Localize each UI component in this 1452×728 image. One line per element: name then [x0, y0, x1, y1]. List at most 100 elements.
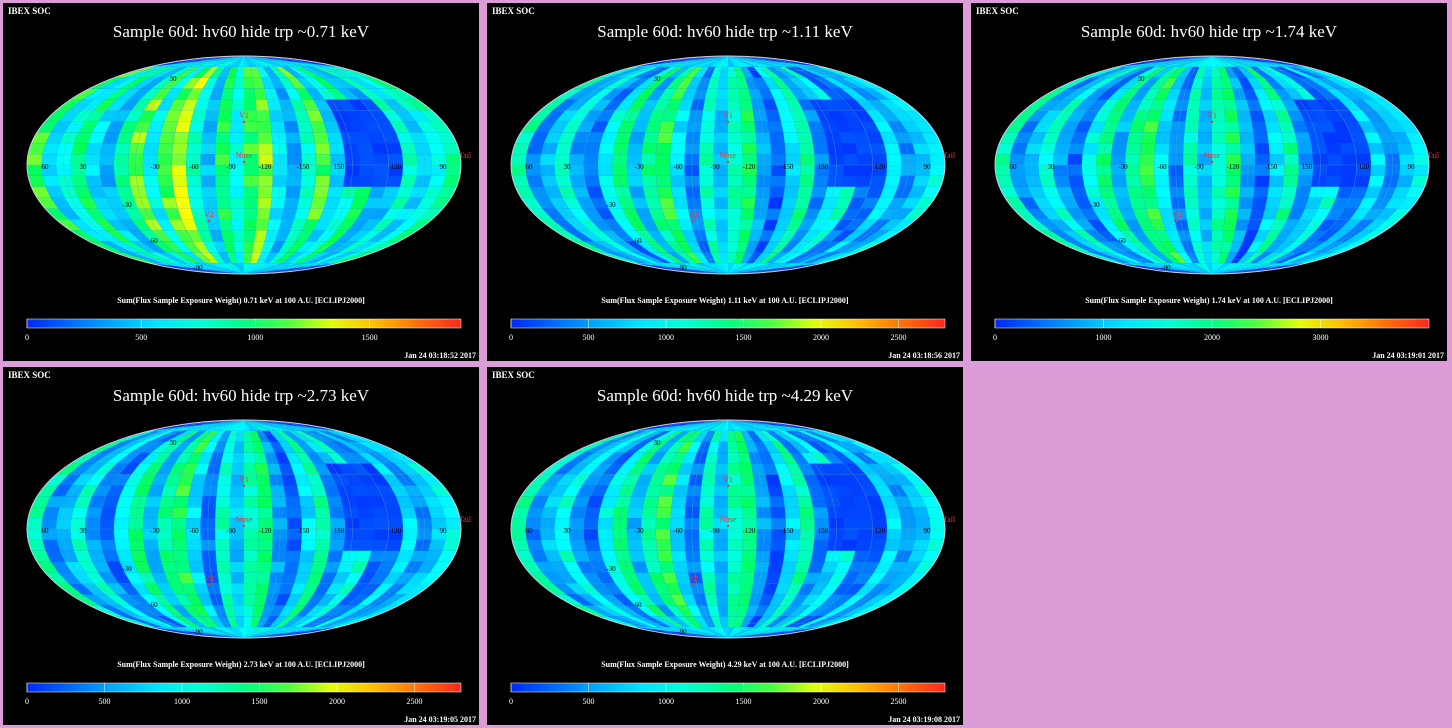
- colorbar-tick-label: 2000: [813, 333, 829, 342]
- longitude-label: 90: [1408, 163, 1416, 171]
- longitude-label: -60: [673, 163, 683, 171]
- longitude-label: -120: [743, 527, 756, 535]
- latitude-label: -60: [632, 601, 642, 609]
- longitude-label: 120: [875, 527, 886, 535]
- sky-map-svg: IBEX SOC Sample 60d: hv60 hide trp ~0.71 …: [8, 6, 476, 360]
- map-outline: [26, 55, 462, 275]
- longitude-label: 90: [924, 163, 932, 171]
- timestamp: Jan 24 03:18:52 2017: [404, 351, 476, 360]
- colorbar-tick-label: 1500: [736, 333, 752, 342]
- marker-dot: [207, 219, 211, 223]
- longitude-label: 150: [818, 163, 829, 171]
- timestamp: Jan 24 03:19:08 2017: [888, 715, 960, 724]
- timestamp: Jan 24 03:19:01 2017: [1372, 351, 1444, 360]
- longitude-label: -150: [781, 163, 794, 171]
- latitude-label: 30: [654, 75, 662, 83]
- marker-dot: [1210, 160, 1214, 164]
- longitude-label: -90: [710, 527, 720, 535]
- longitude-label: 150: [818, 527, 829, 535]
- latitude-label: -90: [1161, 264, 1171, 272]
- timestamp: Jan 24 03:18:56 2017: [888, 351, 960, 360]
- latitude-label: -60: [632, 237, 642, 245]
- latitude-label: -90: [193, 264, 203, 272]
- colorbar-tick-label: 0: [509, 697, 513, 706]
- marker-dot: [726, 120, 730, 124]
- marker-dot: [726, 484, 730, 488]
- sky-map-panel: IBEX SOC Sample 60d: hv60 hide trp ~1.74 …: [971, 3, 1447, 361]
- longitude-label: -120: [743, 163, 756, 171]
- longitude-label: 30: [80, 163, 88, 171]
- marker-nose: Nose: [236, 515, 253, 524]
- sky-map-svg: IBEX SOC Sample 60d: hv60 hide trp ~4.29 …: [492, 370, 960, 724]
- longitude-label: 90: [440, 163, 448, 171]
- colorbar-tick-label: 2000: [329, 697, 345, 706]
- marker-dot: [242, 120, 246, 124]
- longitude-label: -150: [1265, 163, 1278, 171]
- colorbar-tick-label: 0: [25, 333, 29, 342]
- colorbar-label: Sum(Flux Sample Exposure Weight) 1.74 ke…: [1085, 296, 1333, 305]
- marker-v2: V2: [688, 210, 698, 219]
- longitude-label: -30: [150, 527, 160, 535]
- longitude-label: 30: [564, 527, 572, 535]
- colorbar-tick-label: 1000: [1096, 333, 1112, 342]
- soc-header: IBEX SOC: [492, 370, 535, 380]
- map-outline: [510, 419, 946, 639]
- longitude-label: -60: [1157, 163, 1167, 171]
- colorbar-label: Sum(Flux Sample Exposure Weight) 2.73 ke…: [117, 660, 365, 669]
- longitude-label: -150: [297, 163, 310, 171]
- marker-tail: Tail: [943, 515, 956, 524]
- soc-header: IBEX SOC: [976, 6, 1019, 16]
- longitude-label: 90: [924, 527, 932, 535]
- longitude-label: 60: [42, 163, 50, 171]
- marker-v1: V1: [723, 475, 733, 484]
- longitude-label: 60: [42, 527, 50, 535]
- map-title: Sample 60d: hv60 hide trp ~4.29 keV: [597, 386, 854, 405]
- longitude-label: 150: [1302, 163, 1313, 171]
- latitude-label: -60: [148, 601, 158, 609]
- marker-dot: [242, 524, 246, 528]
- colorbar-tick-label: 500: [135, 333, 147, 342]
- marker-dot: [242, 484, 246, 488]
- map-title: Sample 60d: hv60 hide trp ~2.73 keV: [113, 386, 370, 405]
- colorbar-tick-label: 1000: [174, 697, 190, 706]
- colorbar-tick-label: 0: [509, 333, 513, 342]
- longitude-label: -120: [1227, 163, 1240, 171]
- colorbar-tick-label: 0: [25, 697, 29, 706]
- colorbar-tick-label: 2500: [891, 697, 907, 706]
- longitude-label: 90: [440, 527, 448, 535]
- latitude-label: -90: [193, 628, 203, 636]
- marker-tail: Tail: [459, 151, 472, 160]
- longitude-label: 60: [526, 163, 534, 171]
- map-outline: [26, 419, 462, 639]
- marker-dot: [207, 583, 211, 587]
- latitude-label: 30: [654, 439, 662, 447]
- longitude-label: -150: [781, 527, 794, 535]
- colorbar-tick-label: 2000: [813, 697, 829, 706]
- colorbar-tick-label: 500: [583, 333, 595, 342]
- sky-map-panel: IBEX SOC Sample 60d: hv60 hide trp ~4.29 …: [487, 367, 963, 725]
- sky-map-svg: IBEX SOC Sample 60d: hv60 hide trp ~1.11 …: [492, 6, 960, 360]
- longitude-label: -90: [1194, 163, 1204, 171]
- longitude-label: -30: [150, 163, 160, 171]
- marker-nose: Nose: [720, 151, 737, 160]
- latitude-label: -90: [677, 264, 687, 272]
- longitude-label: -60: [673, 527, 683, 535]
- latitude-label: -60: [1116, 237, 1126, 245]
- marker-v2: V2: [204, 574, 214, 583]
- marker-v1: V1: [1207, 111, 1217, 120]
- map-outline: [510, 55, 946, 275]
- map-title: Sample 60d: hv60 hide trp ~0.71 keV: [113, 22, 370, 41]
- colorbar-tick-label: 0: [993, 333, 997, 342]
- colorbar-label: Sum(Flux Sample Exposure Weight) 0.71 ke…: [117, 296, 365, 305]
- marker-nose: Nose: [1204, 151, 1221, 160]
- marker-dot: [242, 160, 246, 164]
- longitude-label: -90: [226, 163, 236, 171]
- soc-header: IBEX SOC: [8, 370, 51, 380]
- marker-v1: V1: [239, 111, 249, 120]
- longitude-label: 60: [526, 527, 534, 535]
- sky-map-svg: IBEX SOC Sample 60d: hv60 hide trp ~1.74 …: [976, 6, 1444, 360]
- map-outline: [994, 55, 1430, 275]
- latitude-label: -30: [122, 565, 132, 573]
- colorbar-tick-label: 1500: [362, 333, 378, 342]
- marker-v2: V2: [1172, 210, 1182, 219]
